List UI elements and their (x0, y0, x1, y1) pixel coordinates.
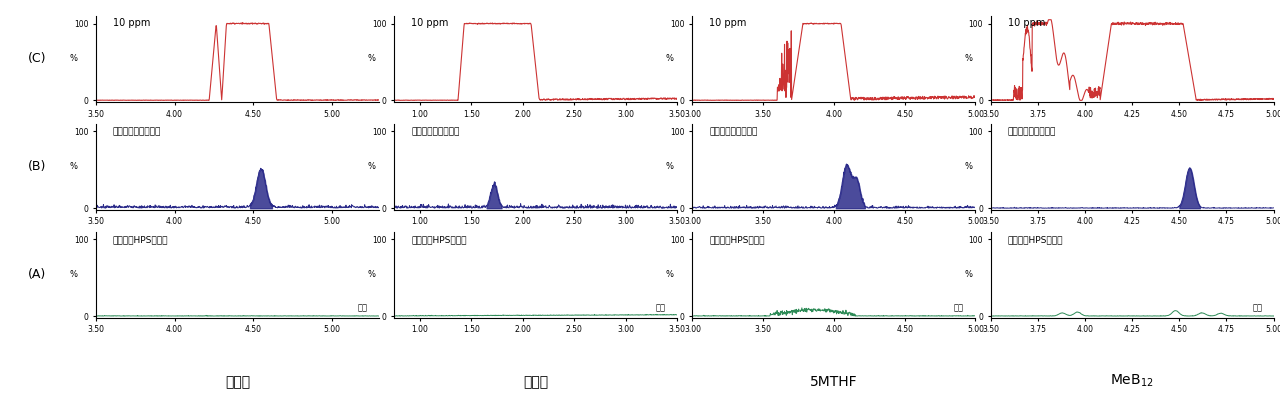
Y-axis label: %: % (69, 270, 77, 279)
Y-axis label: %: % (367, 54, 375, 64)
Text: 时间: 时间 (655, 304, 666, 313)
Text: 时间: 时间 (357, 304, 367, 313)
Y-axis label: %: % (69, 54, 77, 64)
Y-axis label: %: % (964, 162, 972, 171)
Text: 5MTHF: 5MTHF (810, 375, 858, 389)
Text: 空白样（标准系统）: 空白样（标准系统） (709, 127, 758, 136)
Text: (C): (C) (28, 52, 46, 66)
Text: 空白样（HPS设置）: 空白样（HPS设置） (411, 235, 467, 244)
Y-axis label: %: % (964, 270, 972, 279)
Y-axis label: %: % (69, 162, 77, 171)
Y-axis label: %: % (367, 270, 375, 279)
Text: 核黄素: 核黄素 (225, 375, 250, 389)
Text: 10 ppm: 10 ppm (411, 18, 448, 28)
Text: 时间: 时间 (954, 304, 964, 313)
Text: MeB$_{12}$: MeB$_{12}$ (1110, 373, 1155, 389)
Text: 空白样（标准系统）: 空白样（标准系统） (1007, 127, 1056, 136)
Text: 空白样（HPS设置）: 空白样（HPS设置） (709, 235, 765, 244)
Text: 10 ppm: 10 ppm (1007, 18, 1044, 28)
Text: (B): (B) (28, 160, 46, 173)
Y-axis label: %: % (367, 162, 375, 171)
Text: 空白样（标准系统）: 空白样（标准系统） (411, 127, 460, 136)
Text: 空白样（HPS设置）: 空白样（HPS设置） (113, 235, 169, 244)
Y-axis label: %: % (666, 162, 673, 171)
Text: 10 ppm: 10 ppm (113, 18, 150, 28)
Text: 空白样（HPS设置）: 空白样（HPS设置） (1007, 235, 1064, 244)
Text: (A): (A) (28, 268, 46, 281)
Text: 空白样（标准系统）: 空白样（标准系统） (113, 127, 161, 136)
Y-axis label: %: % (964, 54, 972, 64)
Text: 吡哆醛: 吡哆醛 (524, 375, 548, 389)
Text: 时间: 时间 (1252, 304, 1262, 313)
Y-axis label: %: % (666, 270, 673, 279)
Y-axis label: %: % (666, 54, 673, 64)
Text: 10 ppm: 10 ppm (709, 18, 746, 28)
